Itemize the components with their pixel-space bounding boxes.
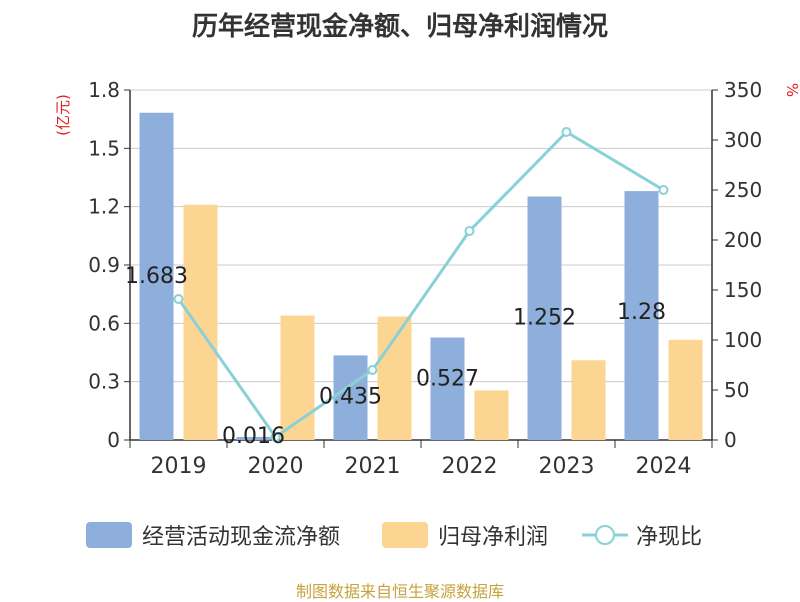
bar-cash-flow — [139, 112, 174, 440]
line-ratio — [177, 130, 665, 440]
y-left-tick-label: 0.3 — [88, 370, 120, 394]
x-tick-label: 2023 — [539, 454, 595, 479]
data-label-cash-flow: 0.435 — [319, 384, 382, 409]
legend-swatch-net-profit — [382, 522, 428, 548]
data-label-cash-flow: 0.016 — [222, 424, 285, 449]
y-left-tick-label: 0 — [107, 428, 120, 452]
point-ratio — [464, 226, 475, 236]
legend-label-cash-flow: 经营活动现金流净额 — [142, 525, 341, 550]
x-tick-label: 2020 — [248, 454, 304, 479]
bar-net-profit — [377, 316, 412, 440]
y-left-tick-label: 1.5 — [88, 136, 120, 160]
y-right-tick-label: 300 — [724, 128, 762, 152]
legend-swatch-cash-flow — [86, 522, 132, 548]
x-tick-label: 2021 — [345, 454, 401, 479]
legend-label-ratio: 净现比 — [636, 525, 703, 550]
bar-net-profit — [668, 339, 703, 440]
x-tick-label: 2022 — [442, 454, 498, 479]
bar-cash-flow — [527, 196, 562, 440]
source-note: 制图数据来自恒生聚源数据库 — [295, 582, 504, 601]
y-right-tick-label: 0 — [724, 428, 737, 452]
y-right-tick-label: 200 — [724, 228, 762, 252]
y-left-tick-label: 1.2 — [88, 195, 120, 219]
x-tick-label: 2024 — [636, 454, 692, 479]
y-left-unit-label: (亿元) — [54, 94, 72, 136]
legend: 经营活动现金流净额 归母净利润 净现比 — [0, 518, 800, 552]
point-ratio — [173, 294, 184, 304]
y-right-tick-label: 100 — [724, 328, 762, 352]
bar-cash-flow — [624, 191, 659, 440]
y-left-tick-label: 0.9 — [88, 253, 120, 277]
x-tick-label: 2019 — [151, 454, 207, 479]
bar-cash-flow — [430, 337, 465, 440]
bar-cash-flow — [333, 355, 368, 440]
bar-net-profit — [571, 360, 606, 440]
point-ratio — [270, 432, 281, 442]
legend-item-ratio[interactable]: 净现比 — [582, 518, 702, 552]
data-label-cash-flow: 1.252 — [513, 306, 576, 331]
y-left-tick-label: 0.6 — [88, 311, 120, 335]
data-label-cash-flow: 0.527 — [416, 367, 479, 392]
legend-label-net-profit: 归母净利润 — [438, 525, 549, 550]
y-left-tick-label: 1.8 — [88, 78, 120, 102]
legend-line-icon — [582, 525, 628, 545]
y-right-tick-label: 50 — [724, 378, 749, 402]
y-right-tick-label: 250 — [724, 178, 762, 202]
legend-item-cash-flow[interactable]: 经营活动现金流净额 — [86, 518, 340, 552]
data-label-cash-flow: 1.28 — [617, 300, 666, 325]
data-label-cash-flow: 1.683 — [125, 264, 188, 289]
chart-title: 历年经营现金净额、归母净利润情况 — [191, 12, 608, 42]
legend-item-net-profit[interactable]: 归母净利润 — [382, 518, 548, 552]
bar-net-profit — [474, 390, 509, 440]
bar-cash-flow — [236, 436, 271, 440]
y-right-tick-label: 350 — [724, 78, 762, 102]
point-ratio — [367, 365, 378, 375]
point-ratio — [561, 127, 572, 137]
y-right-tick-label: 150 — [724, 278, 762, 302]
y-right-unit-label: % — [783, 83, 800, 97]
bar-net-profit — [280, 315, 315, 440]
bar-net-profit — [183, 204, 218, 440]
point-ratio — [658, 185, 669, 195]
